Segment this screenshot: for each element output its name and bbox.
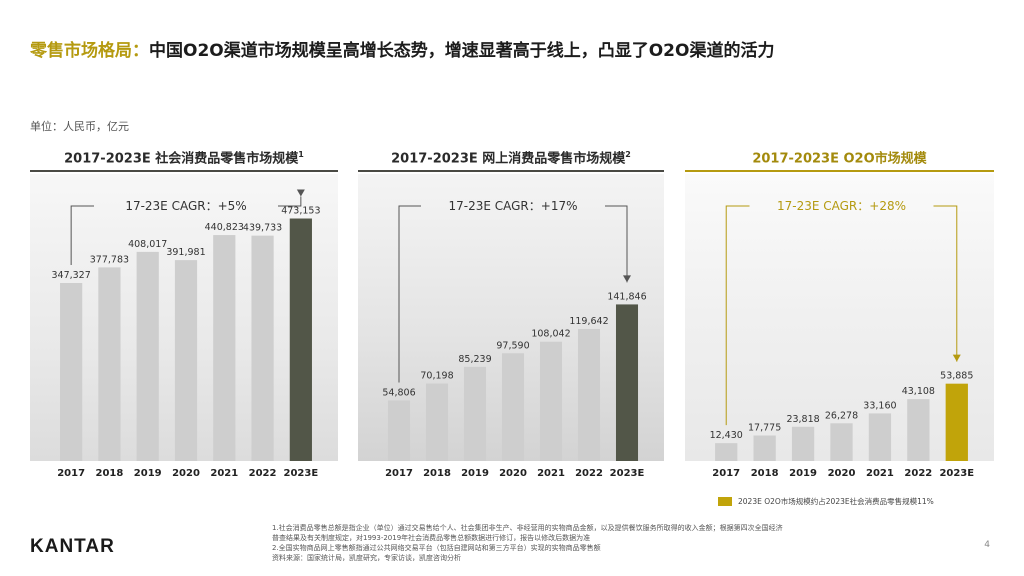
bar-2021 [213, 235, 236, 461]
chart-2-title: 2017-2023E 网上消费品零售市场规模2 [358, 144, 664, 172]
x-tick-2022: 2022 [904, 468, 932, 479]
footnote-source: 资料来源：国家统计局，凯度研究，专家访谈，凯度咨询分析 [272, 554, 461, 562]
bar-2022 [907, 399, 930, 461]
data-label-2020: 26,278 [825, 410, 858, 421]
x-tick-2018: 2018 [751, 468, 779, 479]
bar-2023E [615, 304, 639, 461]
x-tick-2018: 2018 [423, 468, 451, 479]
x-tick-2021: 2021 [866, 468, 894, 479]
cagr-arrow-head [952, 354, 961, 362]
chart-online-retail: 54,806 2017 70,198 2018 85,239 2019 97,590 2020… [382, 199, 646, 479]
data-label-2021: 33,160 [863, 400, 896, 411]
data-label-2019: 23,818 [786, 414, 819, 425]
x-tick-2023E: 2023E [610, 468, 645, 479]
cagr-bracket-left [725, 205, 750, 426]
data-label-2023E: 141,846 [607, 291, 646, 302]
footnote-1: 1.社会消费品零售总额是指企业（单位）通过交易售给个人、社会集团非生产、非经营用… [272, 524, 783, 532]
chart-3-background [685, 174, 994, 461]
x-tick-2021: 2021 [537, 468, 565, 479]
x-tick-2022: 2022 [575, 468, 603, 479]
bar-2019 [136, 251, 159, 461]
chart-1-title: 2017-2023E 社会消费品零售市场规模1 [30, 144, 338, 172]
x-tick-2022: 2022 [249, 468, 277, 479]
x-tick-2023E: 2023E [284, 468, 319, 479]
bar-2023E [945, 383, 968, 461]
cagr-arrow-head [296, 189, 305, 197]
x-tick-2018: 2018 [96, 468, 124, 479]
data-label-2022: 439,733 [243, 223, 282, 234]
data-label-2018: 377,783 [90, 254, 129, 265]
data-label-2020: 97,590 [496, 340, 529, 351]
x-tick-2017: 2017 [57, 468, 85, 479]
bar-2019 [791, 426, 815, 461]
data-label-2023E: 473,153 [281, 206, 320, 217]
bar-2018 [753, 435, 776, 461]
chart-3-title: 2017-2023E O2O市场规模 [685, 144, 994, 172]
data-label-2021: 440,823 [205, 222, 244, 233]
legend: 2023E O2O市场规模约占2023E社会消费品零售规模11% [718, 496, 934, 507]
bar-2021 [539, 341, 563, 461]
page-title-accent: 零售市场格局： [30, 41, 149, 61]
cagr-bracket-right [933, 205, 958, 362]
footnote-2: 2.全国实物商品网上零售额指通过公共网络交易平台（包括自建网站和第三方平台）实现… [272, 544, 601, 552]
data-label-2018: 70,198 [420, 371, 453, 382]
bar-2020 [830, 423, 853, 461]
data-label-2017: 347,327 [51, 270, 90, 281]
data-label-2017: 12,430 [710, 430, 743, 441]
data-label-2017: 54,806 [382, 388, 415, 399]
bar-2023E [289, 218, 312, 461]
cagr-bracket-left [398, 205, 421, 383]
legend-swatch [718, 497, 732, 506]
x-tick-2019: 2019 [461, 468, 489, 479]
x-tick-2021: 2021 [210, 468, 238, 479]
bar-2017 [60, 282, 83, 461]
bar-2017 [715, 443, 738, 461]
bar-2018 [98, 267, 121, 461]
data-label-2023E: 53,885 [940, 371, 973, 382]
data-label-2022: 43,108 [902, 386, 935, 397]
chart-o2o-market: 12,430 2017 17,775 2018 23,818 2019 26,278 2020… [710, 199, 975, 479]
cagr-bracket-right [278, 196, 302, 207]
footnotes: 1.社会消费品零售总额是指企业（单位）通过交易售给个人、社会集团非生产、非经营用… [272, 523, 783, 563]
bar-2022 [577, 328, 601, 461]
data-label-2020: 391,981 [166, 247, 205, 258]
x-tick-2020: 2020 [172, 468, 200, 479]
cagr-bracket-right [605, 205, 628, 283]
cagr-label: 17-23E CAGR：+5% [125, 199, 246, 213]
bar-2019 [463, 366, 487, 461]
cagr-arrow-head [623, 275, 631, 283]
x-tick-2017: 2017 [712, 468, 740, 479]
page-title-text: 中国O2O渠道市场规模呈高增长态势，增速显著高于线上，凸显了O2O渠道的活力 [149, 41, 775, 61]
bar-2020 [501, 353, 525, 461]
bar-2020 [174, 260, 198, 461]
kantar-logo: KANTAR [30, 536, 115, 557]
chart-social-retail: 347,327 2017 377,783 2018 408,017 2019 391,981… [51, 189, 321, 479]
bar-2017 [387, 400, 411, 461]
data-label-2022: 119,642 [569, 316, 608, 327]
data-label-2019: 85,239 [458, 354, 491, 365]
legend-label: 2023E O2O市场规模约占2023E社会消费品零售规模11% [738, 497, 934, 506]
page-number: 4 [984, 540, 990, 550]
unit-label: 单位：人民币，亿元 [30, 120, 129, 133]
cagr-bracket-left [70, 205, 94, 265]
bar-2022 [251, 235, 274, 461]
x-tick-2020: 2020 [828, 468, 856, 479]
cagr-label: 17-23E CAGR：+28% [777, 199, 906, 213]
x-tick-2023E: 2023E [939, 468, 974, 479]
data-label-2021: 108,042 [531, 329, 570, 340]
page-title: 零售市场格局：中国O2O渠道市场规模呈高增长态势，增速显著高于线上，凸显了O2O… [30, 36, 774, 61]
x-tick-2020: 2020 [499, 468, 527, 479]
x-tick-2019: 2019 [789, 468, 817, 479]
cagr-label: 17-23E CAGR：+17% [448, 199, 577, 213]
bar-2018 [425, 383, 449, 461]
x-tick-2019: 2019 [134, 468, 162, 479]
footnote-1-cont: 普查结果及有关制度规定，对1993-2019年社会消费品零售总额数据进行修订，报… [272, 534, 591, 542]
data-label-2019: 408,017 [128, 239, 167, 250]
data-label-2018: 17,775 [748, 422, 781, 433]
x-tick-2017: 2017 [385, 468, 413, 479]
bar-2021 [868, 413, 892, 461]
